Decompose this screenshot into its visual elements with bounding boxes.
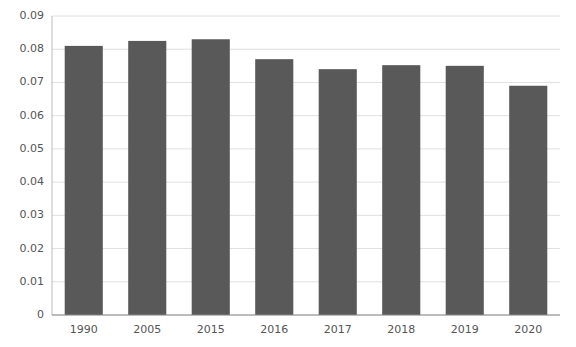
bar bbox=[65, 46, 103, 315]
bar bbox=[192, 39, 230, 315]
x-axis: 1990 2005 2015 2016 2017 2018 2019 2020 bbox=[52, 315, 560, 336]
x-tick-label: 2015 bbox=[197, 323, 225, 336]
y-tick-label: 0.05 bbox=[20, 142, 45, 155]
y-tick-label: 0.06 bbox=[20, 109, 45, 122]
bar bbox=[382, 65, 420, 315]
bars bbox=[65, 39, 548, 315]
y-tick-label: 0.09 bbox=[20, 9, 45, 22]
y-grid bbox=[52, 16, 560, 315]
bar bbox=[319, 69, 357, 315]
x-tick-label: 2019 bbox=[451, 323, 479, 336]
y-tick-label: 0.08 bbox=[20, 42, 45, 55]
y-tick-label: 0.01 bbox=[20, 275, 45, 288]
x-tick-label: 2018 bbox=[387, 323, 415, 336]
x-tick-label: 2020 bbox=[514, 323, 542, 336]
bar bbox=[446, 66, 484, 315]
chart-svg: 0 0.01 0.02 0.03 0.04 0.05 0.06 0.07 0.08 0.09 199… bbox=[0, 0, 576, 347]
y-tick-label: 0.03 bbox=[20, 208, 45, 221]
bar bbox=[509, 86, 547, 315]
x-tick-label: 2017 bbox=[324, 323, 352, 336]
bar bbox=[128, 41, 166, 315]
x-tick-label: 2005 bbox=[133, 323, 161, 336]
y-tick-label: 0.04 bbox=[20, 175, 45, 188]
y-tick-label: 0.02 bbox=[20, 242, 45, 255]
x-tick-label: 2016 bbox=[260, 323, 288, 336]
x-tick-label: 1990 bbox=[70, 323, 98, 336]
bar bbox=[255, 59, 293, 315]
chart-container: 0 0.01 0.02 0.03 0.04 0.05 0.06 0.07 0.08 0.09 199… bbox=[0, 0, 576, 347]
x-axis-line bbox=[52, 315, 560, 316]
y-axis-line bbox=[52, 16, 53, 315]
grid-line bbox=[52, 315, 560, 316]
y-tick-label: 0 bbox=[37, 308, 44, 321]
y-axis: 0 0.01 0.02 0.03 0.04 0.05 0.06 0.07 0.08 0.09 bbox=[20, 9, 53, 321]
y-tick-label: 0.07 bbox=[20, 75, 45, 88]
grid-line bbox=[52, 16, 560, 17]
